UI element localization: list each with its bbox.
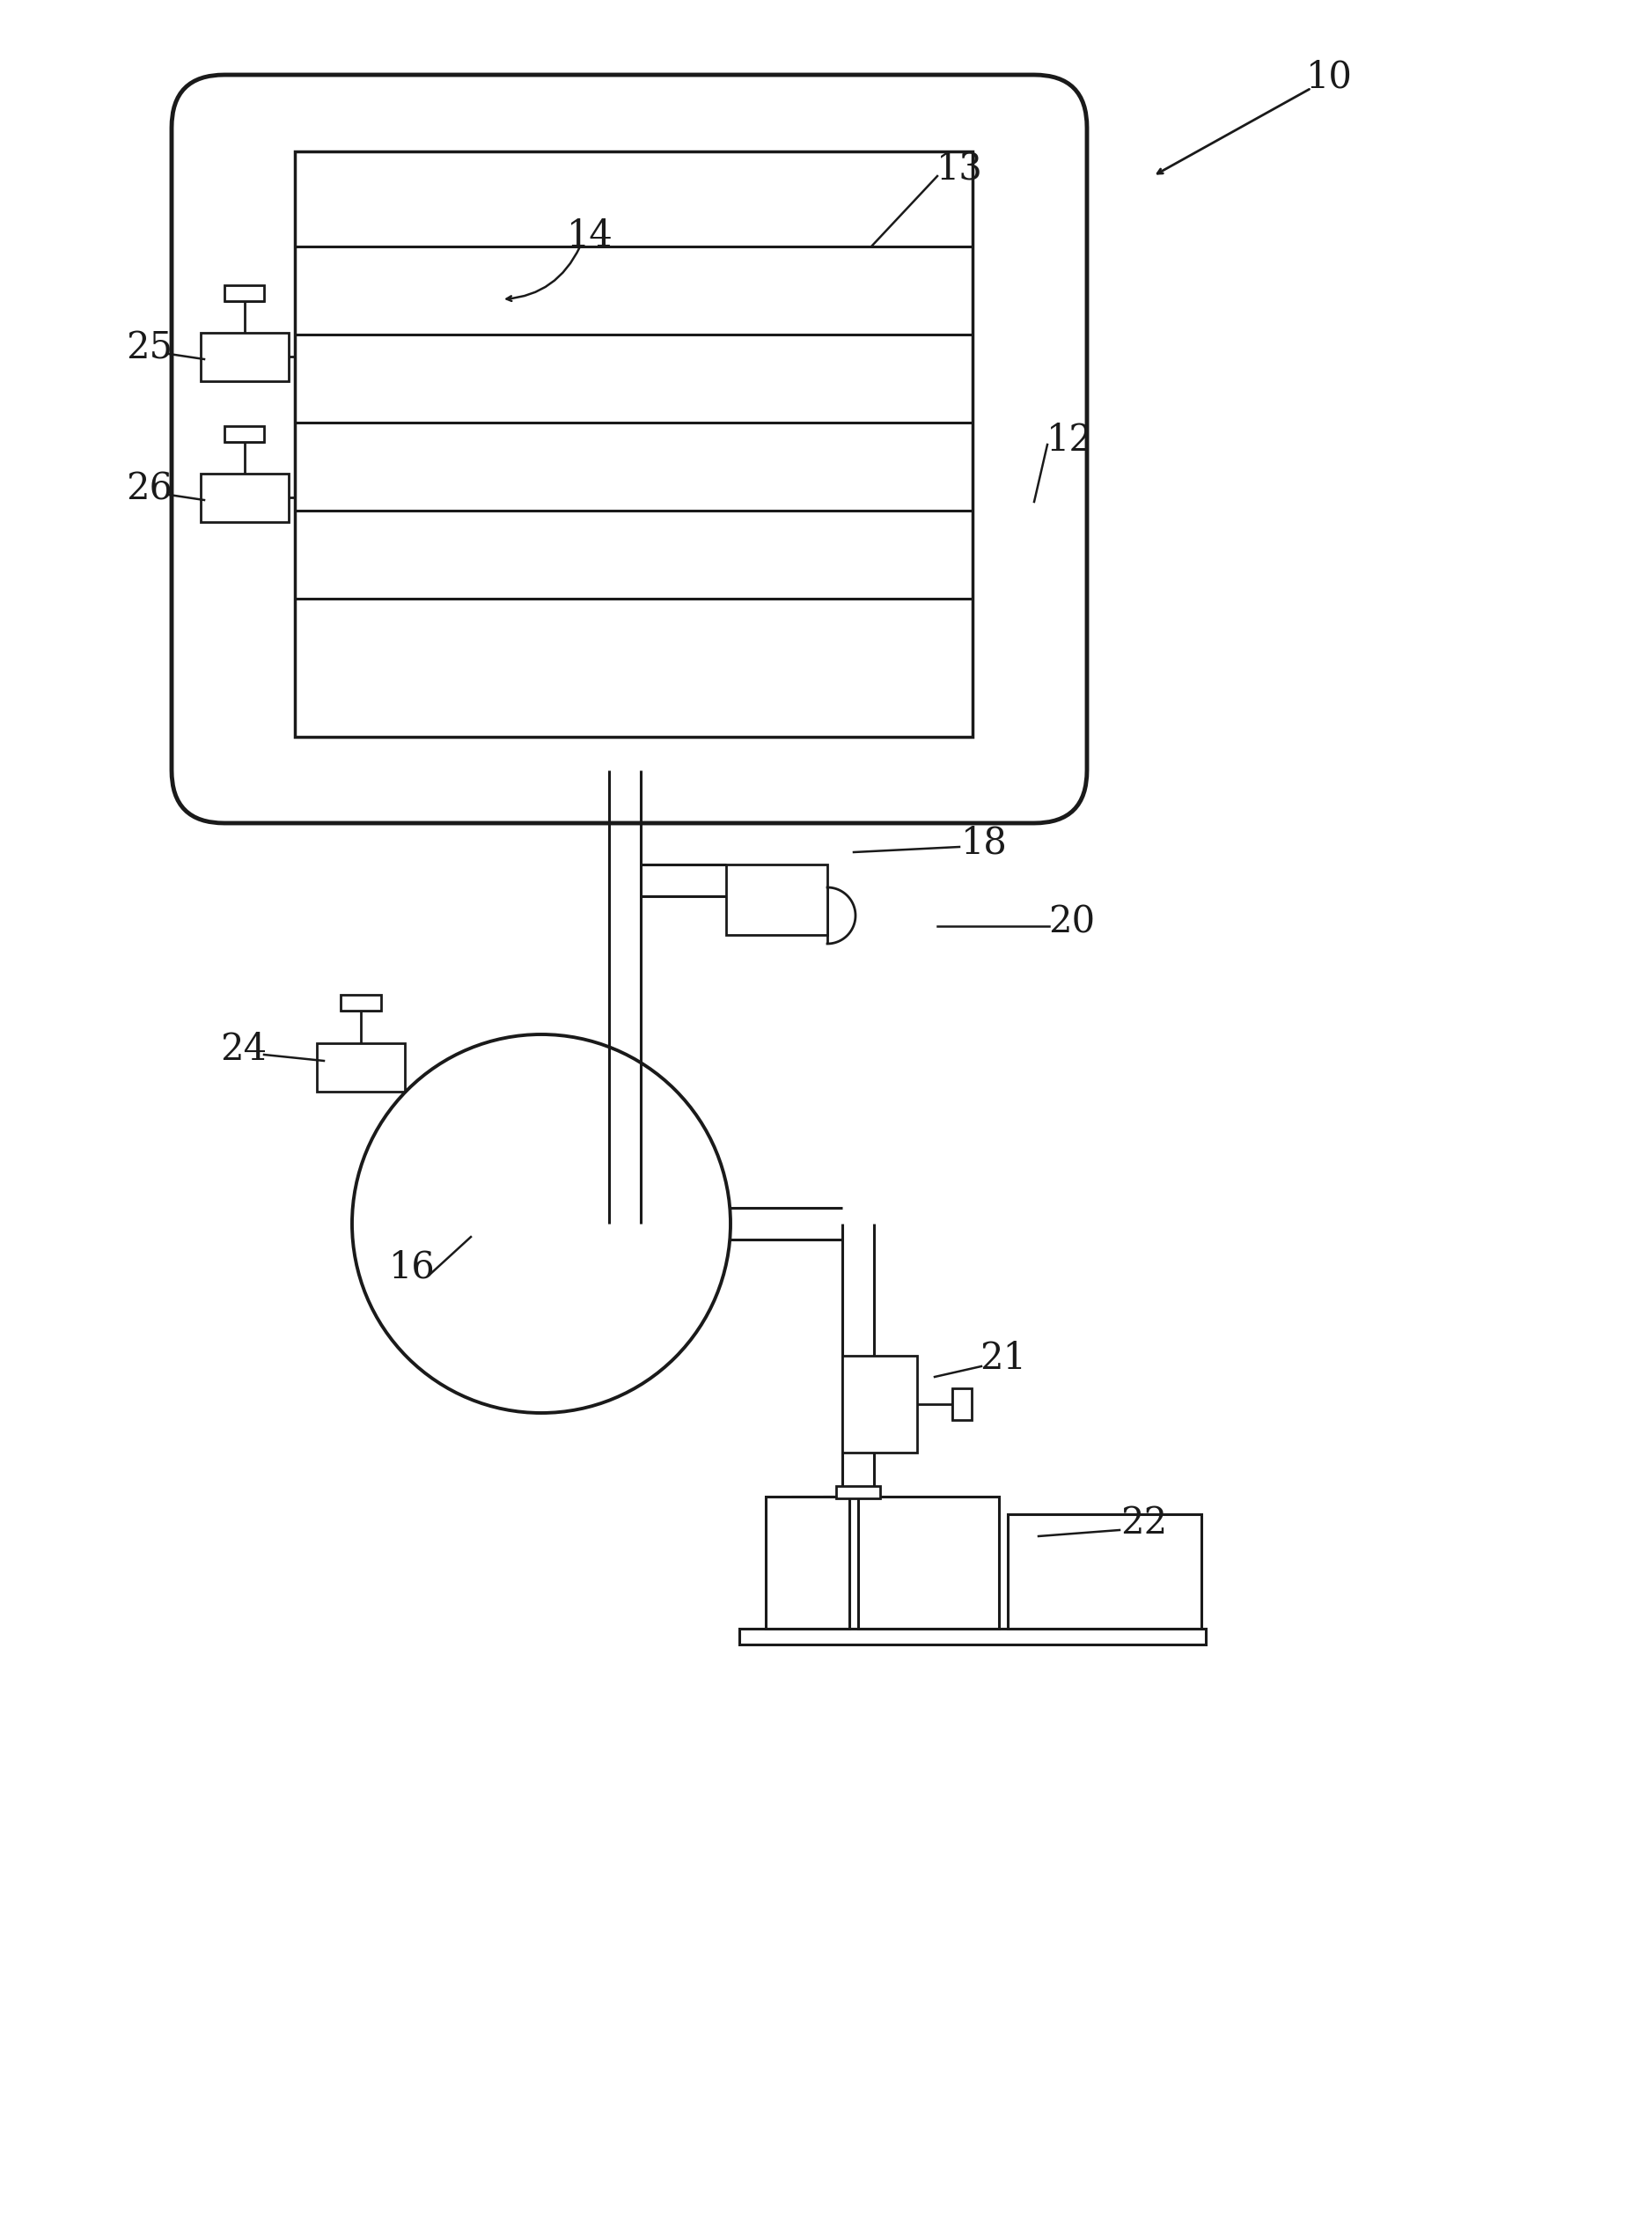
Bar	[200, 333, 289, 382]
Text: 16: 16	[388, 1249, 434, 1287]
Text: 22: 22	[1120, 1504, 1168, 1542]
Text: 24: 24	[220, 1031, 268, 1069]
Text: 26: 26	[126, 471, 173, 507]
Text: 25: 25	[126, 329, 173, 367]
Text: 20: 20	[1049, 904, 1095, 942]
Bar	[727, 864, 828, 935]
Text: 12: 12	[1046, 422, 1092, 458]
Text: 14: 14	[567, 218, 613, 256]
Bar	[767, 1498, 849, 1629]
Text: 13: 13	[937, 151, 983, 187]
Bar	[225, 284, 264, 300]
Bar	[225, 427, 264, 442]
Bar	[294, 151, 973, 738]
FancyBboxPatch shape	[172, 76, 1087, 822]
Bar	[317, 1042, 405, 1091]
Bar	[740, 1629, 1206, 1644]
Bar	[340, 995, 382, 1011]
Bar	[843, 1355, 917, 1453]
Text: 21: 21	[980, 1340, 1026, 1378]
Bar	[1008, 1513, 1201, 1629]
Bar	[857, 1498, 999, 1629]
Bar	[200, 473, 289, 522]
Bar	[952, 1389, 971, 1420]
Bar	[836, 1487, 881, 1498]
Text: 10: 10	[1305, 60, 1353, 96]
Text: 18: 18	[961, 824, 1008, 862]
